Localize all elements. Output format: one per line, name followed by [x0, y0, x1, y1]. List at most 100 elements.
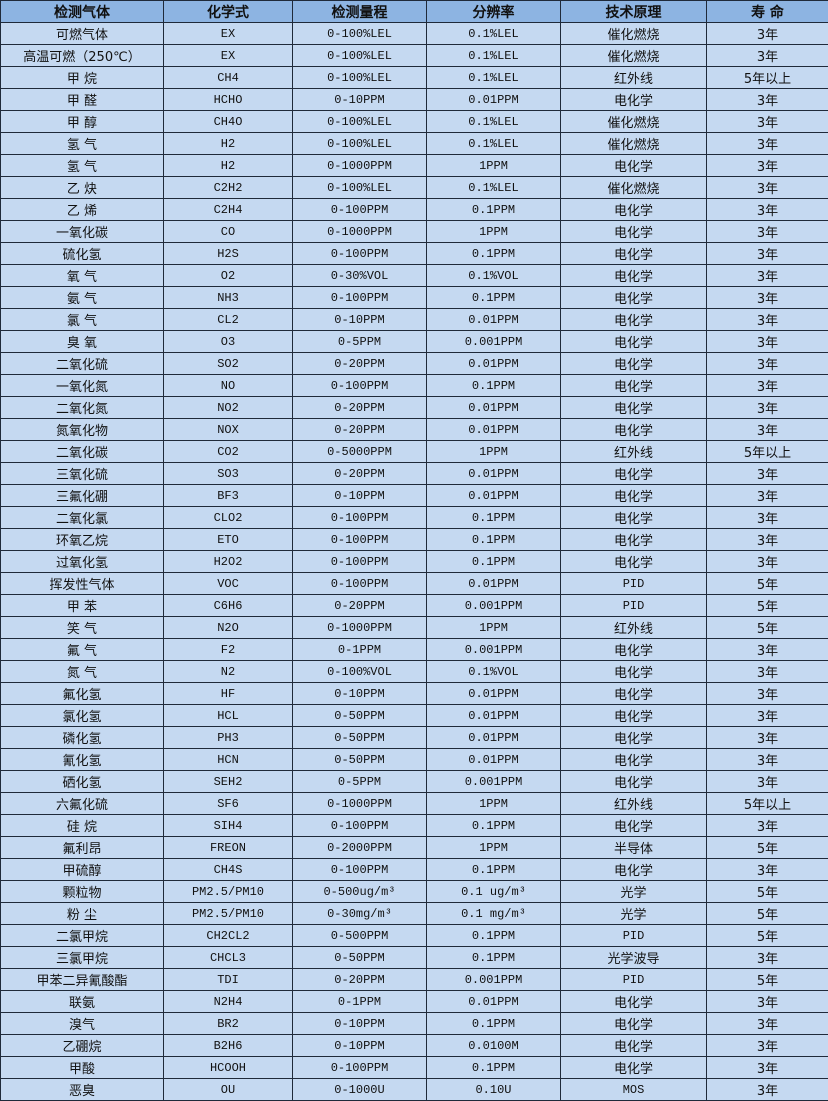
- formula-cell: PM2.5/PM10: [164, 881, 293, 903]
- lifespan-cell: 5年: [707, 969, 828, 991]
- principle-cell: PID: [561, 925, 707, 947]
- lifespan-cell: 5年: [707, 617, 828, 639]
- formula-cell: SEH2: [164, 771, 293, 793]
- range-cell: 0-100%LEL: [293, 23, 427, 45]
- lifespan-cell: 3年: [707, 463, 828, 485]
- formula-cell: CLO2: [164, 507, 293, 529]
- resolution-cell: 0.01PPM: [427, 749, 561, 771]
- lifespan-cell: 5年: [707, 573, 828, 595]
- formula-cell: C2H4: [164, 199, 293, 221]
- resolution-cell: 0.1PPM: [427, 1013, 561, 1035]
- gas-name-cell: 氢 气: [1, 155, 164, 177]
- lifespan-cell: 3年: [707, 23, 828, 45]
- resolution-cell: 0.1 ug/m³: [427, 881, 561, 903]
- range-cell: 0-1PPM: [293, 639, 427, 661]
- resolution-cell: 0.01PPM: [427, 991, 561, 1013]
- formula-cell: HCOOH: [164, 1057, 293, 1079]
- formula-cell: C6H6: [164, 595, 293, 617]
- header-range: 检测量程: [293, 1, 427, 23]
- gas-name-cell: 氟利昂: [1, 837, 164, 859]
- range-cell: 0-20PPM: [293, 969, 427, 991]
- range-cell: 0-20PPM: [293, 353, 427, 375]
- resolution-cell: 0.01PPM: [427, 705, 561, 727]
- formula-cell: NO: [164, 375, 293, 397]
- lifespan-cell: 3年: [707, 639, 828, 661]
- lifespan-cell: 3年: [707, 529, 828, 551]
- formula-cell: BR2: [164, 1013, 293, 1035]
- formula-cell: SO3: [164, 463, 293, 485]
- range-cell: 0-100%LEL: [293, 45, 427, 67]
- principle-cell: 电化学: [561, 309, 707, 331]
- gas-name-cell: 可燃气体: [1, 23, 164, 45]
- formula-cell: B2H6: [164, 1035, 293, 1057]
- formula-cell: H2S: [164, 243, 293, 265]
- principle-cell: 电化学: [561, 507, 707, 529]
- formula-cell: PH3: [164, 727, 293, 749]
- range-cell: 0-5PPM: [293, 331, 427, 353]
- lifespan-cell: 3年: [707, 947, 828, 969]
- gas-name-cell: 硫化氢: [1, 243, 164, 265]
- gas-name-cell: 挥发性气体: [1, 573, 164, 595]
- range-cell: 0-100%LEL: [293, 177, 427, 199]
- resolution-cell: 0.1%LEL: [427, 67, 561, 89]
- lifespan-cell: 3年: [707, 309, 828, 331]
- lifespan-cell: 3年: [707, 89, 828, 111]
- resolution-cell: 1PPM: [427, 617, 561, 639]
- formula-cell: NH3: [164, 287, 293, 309]
- formula-cell: HF: [164, 683, 293, 705]
- resolution-cell: 0.01PPM: [427, 309, 561, 331]
- principle-cell: PID: [561, 595, 707, 617]
- lifespan-cell: 5年: [707, 595, 828, 617]
- range-cell: 0-100PPM: [293, 551, 427, 573]
- principle-cell: 电化学: [561, 529, 707, 551]
- principle-cell: 电化学: [561, 815, 707, 837]
- principle-cell: 电化学: [561, 639, 707, 661]
- range-cell: 0-100%LEL: [293, 67, 427, 89]
- lifespan-cell: 3年: [707, 375, 828, 397]
- lifespan-cell: 3年: [707, 221, 828, 243]
- resolution-cell: 0.1%LEL: [427, 133, 561, 155]
- gas-name-cell: 甲 醛: [1, 89, 164, 111]
- range-cell: 0-50PPM: [293, 705, 427, 727]
- formula-cell: C2H2: [164, 177, 293, 199]
- formula-cell: FREON: [164, 837, 293, 859]
- resolution-cell: 0.01PPM: [427, 353, 561, 375]
- gas-name-cell: 甲 醇: [1, 111, 164, 133]
- range-cell: 0-1000U: [293, 1079, 427, 1101]
- resolution-cell: 0.1PPM: [427, 925, 561, 947]
- resolution-cell: 0.01PPM: [427, 485, 561, 507]
- formula-cell: ETO: [164, 529, 293, 551]
- resolution-cell: 0.1PPM: [427, 529, 561, 551]
- range-cell: 0-10PPM: [293, 683, 427, 705]
- principle-cell: PID: [561, 969, 707, 991]
- gas-name-cell: 过氧化氢: [1, 551, 164, 573]
- resolution-cell: 0.01PPM: [427, 727, 561, 749]
- principle-cell: 电化学: [561, 243, 707, 265]
- range-cell: 0-10PPM: [293, 89, 427, 111]
- gas-name-cell: 笑 气: [1, 617, 164, 639]
- range-cell: 0-20PPM: [293, 419, 427, 441]
- resolution-cell: 1PPM: [427, 793, 561, 815]
- principle-cell: 电化学: [561, 727, 707, 749]
- range-cell: 0-100PPM: [293, 815, 427, 837]
- principle-cell: 红外线: [561, 617, 707, 639]
- principle-cell: 电化学: [561, 89, 707, 111]
- gas-name-cell: 臭 氧: [1, 331, 164, 353]
- lifespan-cell: 3年: [707, 683, 828, 705]
- gas-name-cell: 氰化氢: [1, 749, 164, 771]
- lifespan-cell: 5年: [707, 903, 828, 925]
- formula-cell: BF3: [164, 485, 293, 507]
